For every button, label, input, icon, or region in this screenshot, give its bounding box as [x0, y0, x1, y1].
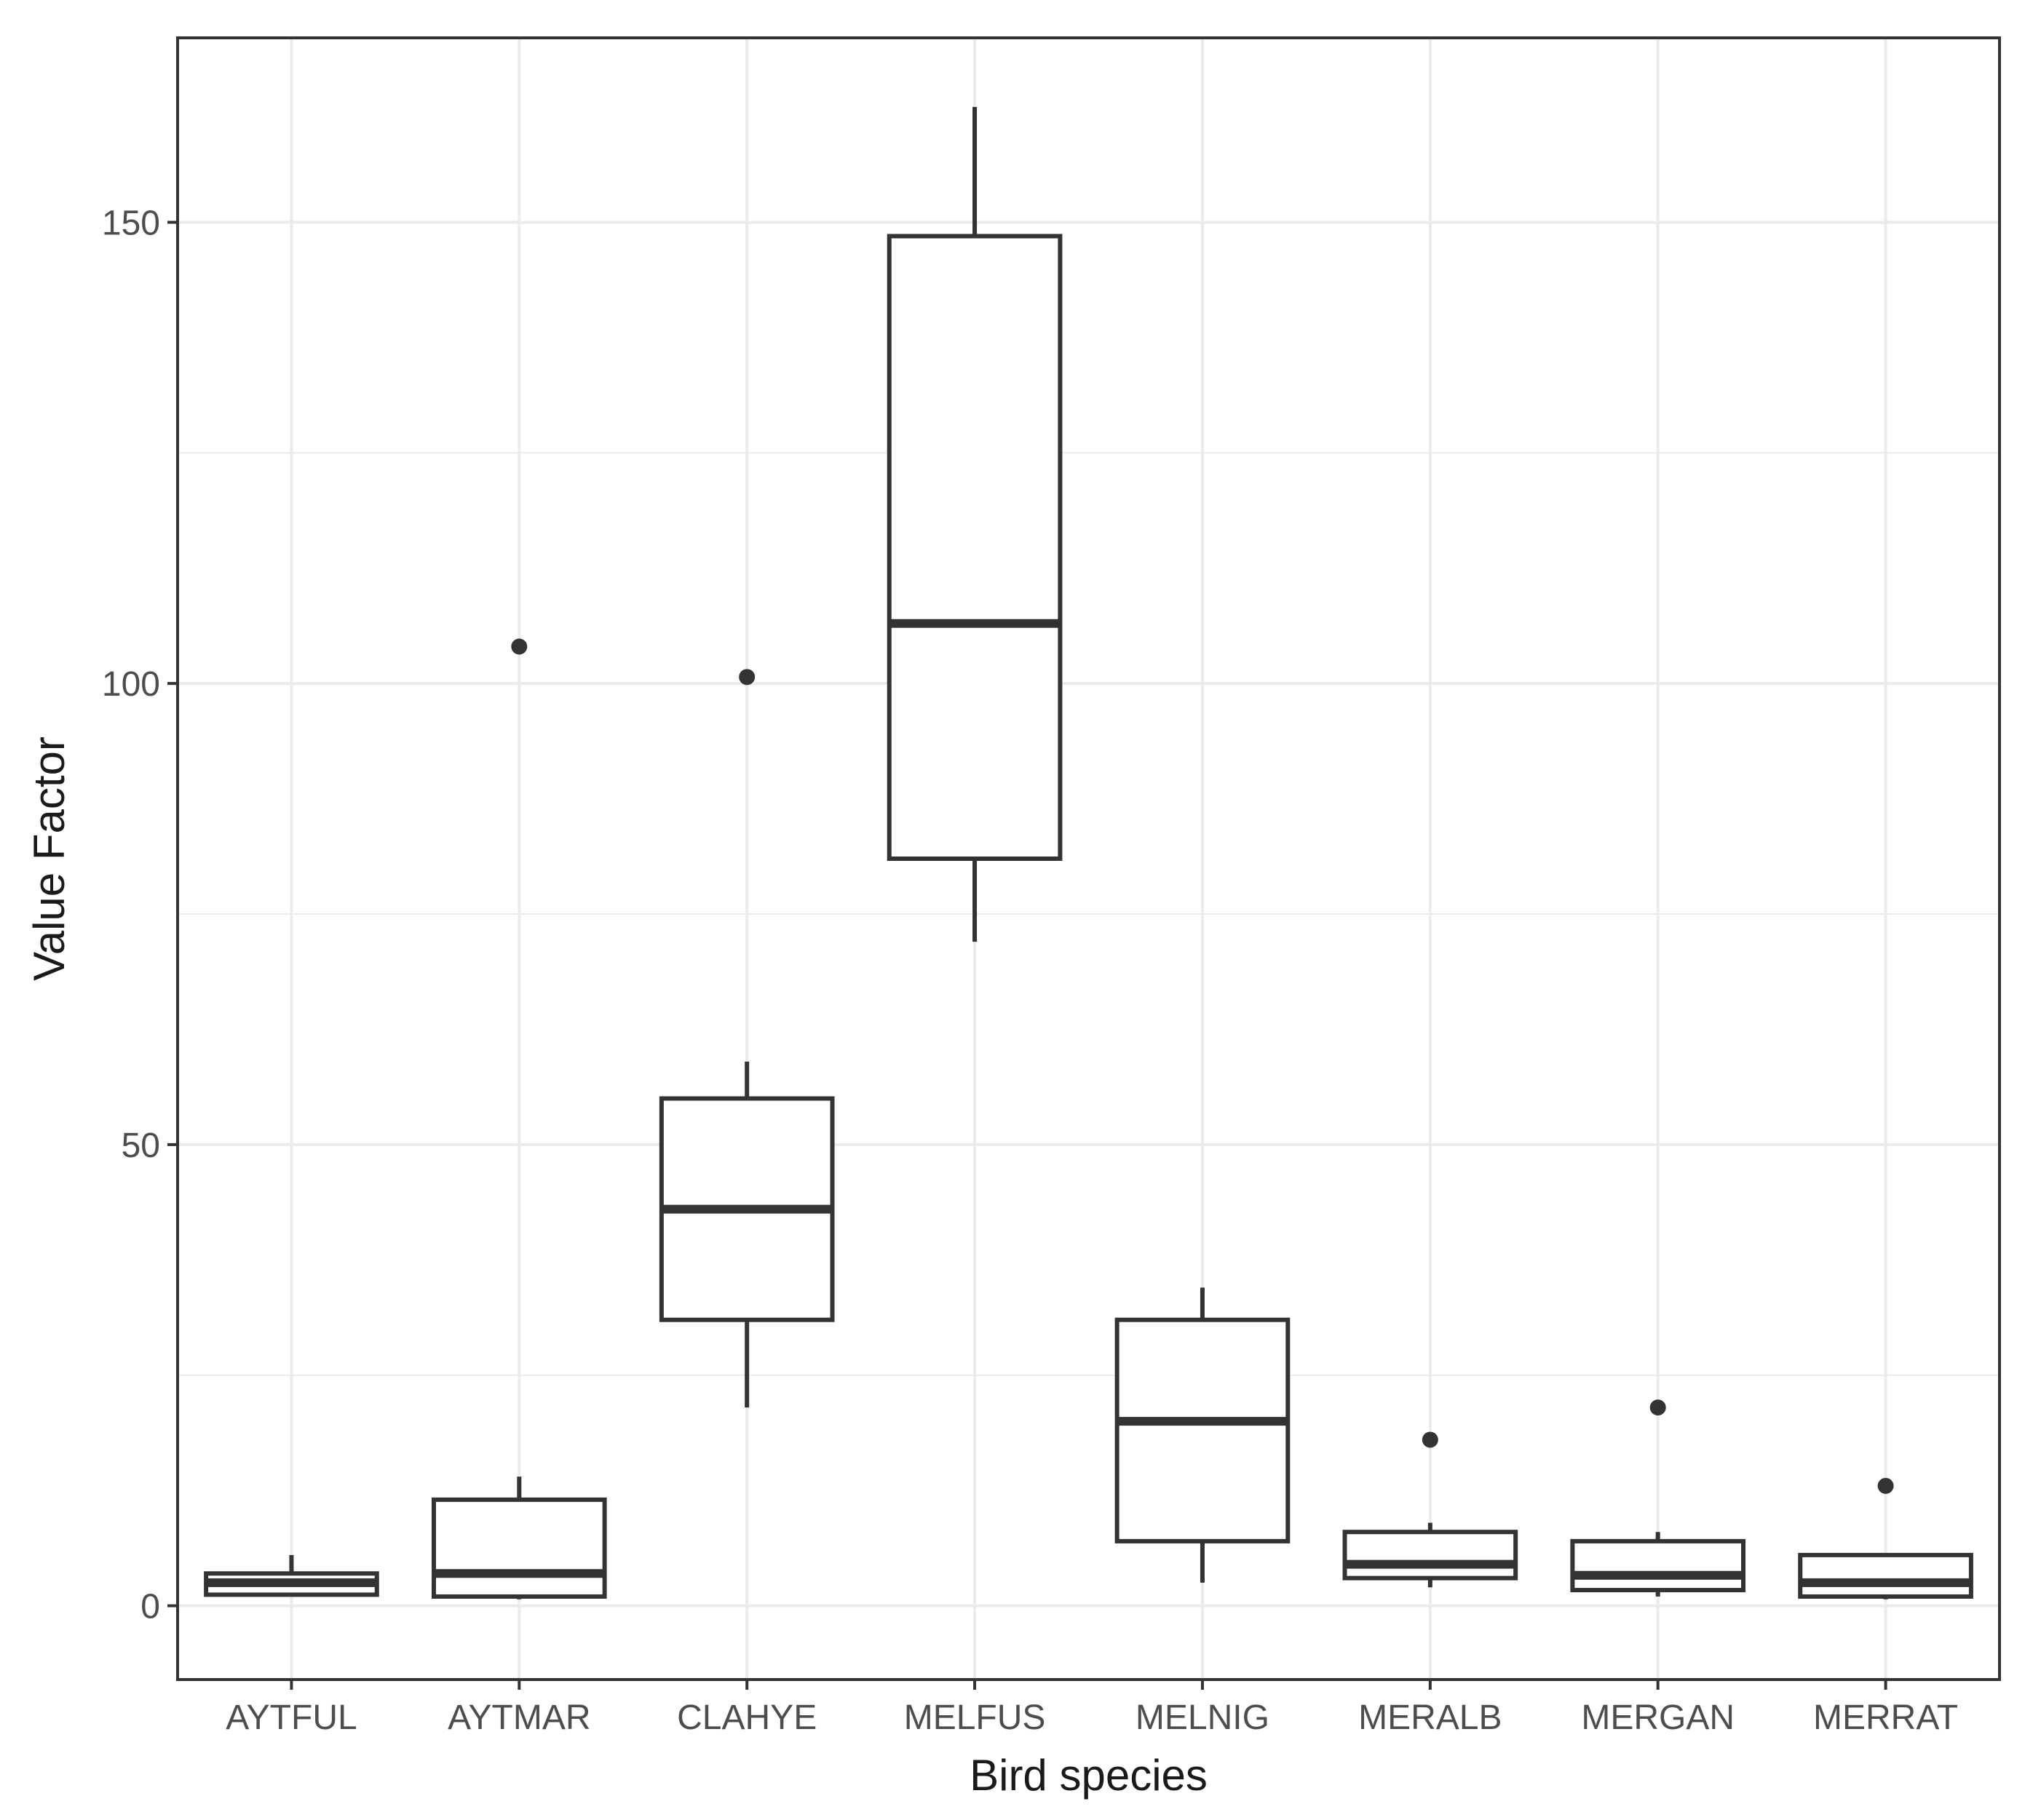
y-axis-title: Value Factor	[25, 736, 74, 981]
box-clahye	[659, 1061, 835, 1408]
iqr-box	[431, 1497, 607, 1599]
y-tick-label: 0	[140, 1588, 160, 1626]
y-tick-label: 50	[122, 1126, 160, 1165]
x-tick-label-aytful: AYTFUL	[226, 1698, 357, 1737]
x-axis-title: Bird species	[970, 1751, 1208, 1800]
box-aytful	[204, 1554, 379, 1597]
y-tick-label: 100	[102, 665, 160, 704]
x-tick-label-clahye: CLAHYE	[677, 1698, 817, 1737]
outlier-point	[739, 669, 756, 686]
box-meralb	[1342, 1522, 1518, 1588]
x-tick-label-melfus: MELFUS	[904, 1698, 1046, 1737]
iqr-box	[1114, 1317, 1291, 1543]
box-merrat	[1798, 1552, 1973, 1600]
outlier-points	[511, 638, 1894, 1494]
iqr-box	[887, 234, 1063, 861]
x-tick-label-mergan: MERGAN	[1581, 1698, 1735, 1737]
grid-lines	[178, 38, 2000, 1680]
x-tick-label-meralb: MERALB	[1358, 1698, 1502, 1737]
x-tick-label-merrat: MERRAT	[1813, 1698, 1958, 1737]
y-tick-label: 150	[102, 204, 160, 242]
box-melnig	[1114, 1287, 1291, 1583]
x-tick-label-melnig: MELNIG	[1136, 1698, 1269, 1737]
iqr-box	[1570, 1538, 1746, 1593]
axes: 0 50 100 150 AYTFUL AYTMAR CLAHYE MELFUS MELNIG M…	[102, 204, 1958, 1737]
iqr-box	[1798, 1552, 1973, 1599]
outlier-point	[1422, 1431, 1438, 1448]
box-mergan	[1570, 1532, 1746, 1597]
x-tick-label-aytmar: AYTMAR	[448, 1698, 590, 1737]
box-melfus	[887, 107, 1063, 942]
outlier-point	[511, 638, 528, 655]
outlier-point	[1649, 1399, 1666, 1416]
panel-border	[176, 36, 2001, 1681]
box-aytmar	[431, 1477, 607, 1600]
outlier-point	[1877, 1477, 1894, 1494]
boxes	[204, 107, 1973, 1600]
iqr-box	[1342, 1530, 1518, 1581]
